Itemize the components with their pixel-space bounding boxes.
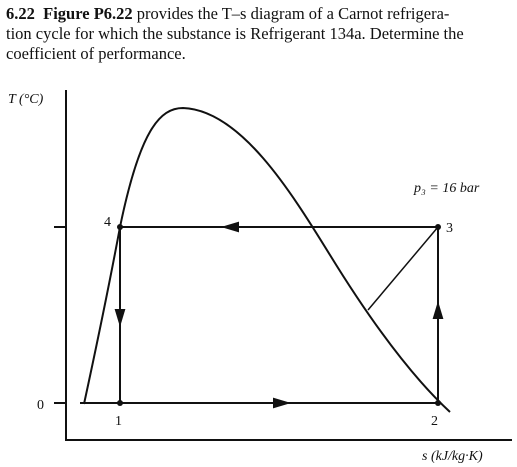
state-point [435,400,441,406]
saturation-dome [83,106,451,413]
text-line: provides the T–s diagram of a Carnot ref… [136,4,450,23]
figure-ref: Figure P6.22 [43,4,133,23]
problem-number: 6.22 [6,4,35,23]
y-axis-label: T (°C) [8,92,44,107]
line: 6.22 Figure P6.22 provides the T–s diagr… [6,4,514,24]
point-label: 1 [115,414,122,429]
state-point [117,224,123,230]
leader-line [367,226,439,311]
point-label: 4 [104,215,111,230]
point-label: 3 [446,221,453,236]
pressure-label: p₃ = 16 bar [413,181,480,196]
y-tick-label: 0 [37,398,44,413]
state-point [435,224,441,230]
state-point [117,400,123,406]
axes [54,90,512,441]
point-label: 2 [431,414,438,429]
text-line: tion cycle for which the substance is Re… [6,24,464,43]
x-axis-label: s (kJ/kg·K) [422,449,483,464]
text-line: coefficient of performance. [6,44,186,63]
problem-text: 6.22 Figure P6.22 provides the T–s diagr… [6,4,514,64]
